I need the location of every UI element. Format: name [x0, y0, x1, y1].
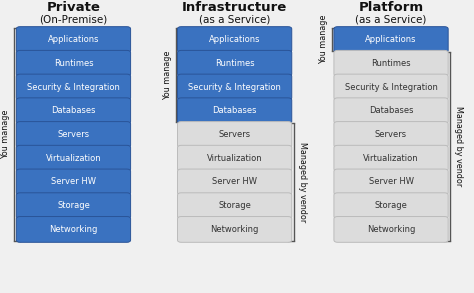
FancyBboxPatch shape [177, 193, 292, 219]
FancyBboxPatch shape [334, 193, 448, 219]
Text: Infrastructure: Infrastructure [182, 1, 287, 14]
Text: Networking: Networking [210, 225, 259, 234]
Text: Security & Integration: Security & Integration [188, 83, 281, 91]
FancyBboxPatch shape [177, 50, 292, 76]
Text: Storage: Storage [374, 201, 408, 210]
FancyBboxPatch shape [334, 98, 448, 124]
FancyBboxPatch shape [16, 169, 130, 195]
FancyBboxPatch shape [16, 98, 130, 124]
Text: (as a Service): (as a Service) [199, 15, 270, 25]
FancyBboxPatch shape [334, 74, 448, 100]
Text: Databases: Databases [51, 106, 96, 115]
Text: Networking: Networking [367, 225, 415, 234]
Text: Servers: Servers [219, 130, 251, 139]
Text: Applications: Applications [209, 35, 260, 44]
FancyBboxPatch shape [16, 217, 130, 242]
FancyBboxPatch shape [334, 169, 448, 195]
Text: Virtualization: Virtualization [363, 154, 419, 163]
FancyBboxPatch shape [177, 74, 292, 100]
FancyBboxPatch shape [177, 217, 292, 242]
Text: You manage: You manage [163, 50, 172, 100]
FancyBboxPatch shape [177, 98, 292, 124]
FancyBboxPatch shape [334, 50, 448, 76]
Text: (On-Premise): (On-Premise) [39, 15, 108, 25]
Text: Server HW: Server HW [51, 178, 96, 186]
FancyBboxPatch shape [177, 27, 292, 52]
FancyBboxPatch shape [177, 122, 292, 147]
FancyBboxPatch shape [177, 169, 292, 195]
Text: Databases: Databases [369, 106, 413, 115]
FancyBboxPatch shape [334, 27, 448, 52]
Text: Managed by vendor: Managed by vendor [454, 106, 463, 186]
FancyBboxPatch shape [16, 74, 130, 100]
FancyBboxPatch shape [334, 145, 448, 171]
Text: Storage: Storage [57, 201, 90, 210]
Text: Runtimes: Runtimes [54, 59, 93, 68]
FancyBboxPatch shape [334, 122, 448, 147]
Text: Networking: Networking [49, 225, 98, 234]
FancyBboxPatch shape [177, 145, 292, 171]
Text: Server HW: Server HW [369, 178, 413, 186]
Text: Platform: Platform [358, 1, 424, 14]
Text: Storage: Storage [218, 201, 251, 210]
FancyBboxPatch shape [16, 50, 130, 76]
Text: Managed by vendor: Managed by vendor [298, 142, 307, 222]
Text: Servers: Servers [57, 130, 90, 139]
FancyBboxPatch shape [16, 145, 130, 171]
FancyBboxPatch shape [16, 122, 130, 147]
FancyBboxPatch shape [334, 217, 448, 242]
FancyBboxPatch shape [16, 27, 130, 52]
Text: Private: Private [46, 1, 100, 14]
Text: Security & Integration: Security & Integration [345, 83, 438, 91]
Text: Runtimes: Runtimes [215, 59, 255, 68]
Text: Virtualization: Virtualization [46, 154, 101, 163]
Text: Server HW: Server HW [212, 178, 257, 186]
Text: Servers: Servers [375, 130, 407, 139]
Text: You manage: You manage [1, 110, 10, 159]
Text: You manage: You manage [319, 15, 328, 64]
Text: (as a Service): (as a Service) [356, 15, 427, 25]
Text: Security & Integration: Security & Integration [27, 83, 120, 91]
Text: Runtimes: Runtimes [371, 59, 411, 68]
Text: Applications: Applications [365, 35, 417, 44]
Text: Applications: Applications [48, 35, 99, 44]
FancyBboxPatch shape [16, 193, 130, 219]
Text: Databases: Databases [212, 106, 257, 115]
Text: Virtualization: Virtualization [207, 154, 263, 163]
